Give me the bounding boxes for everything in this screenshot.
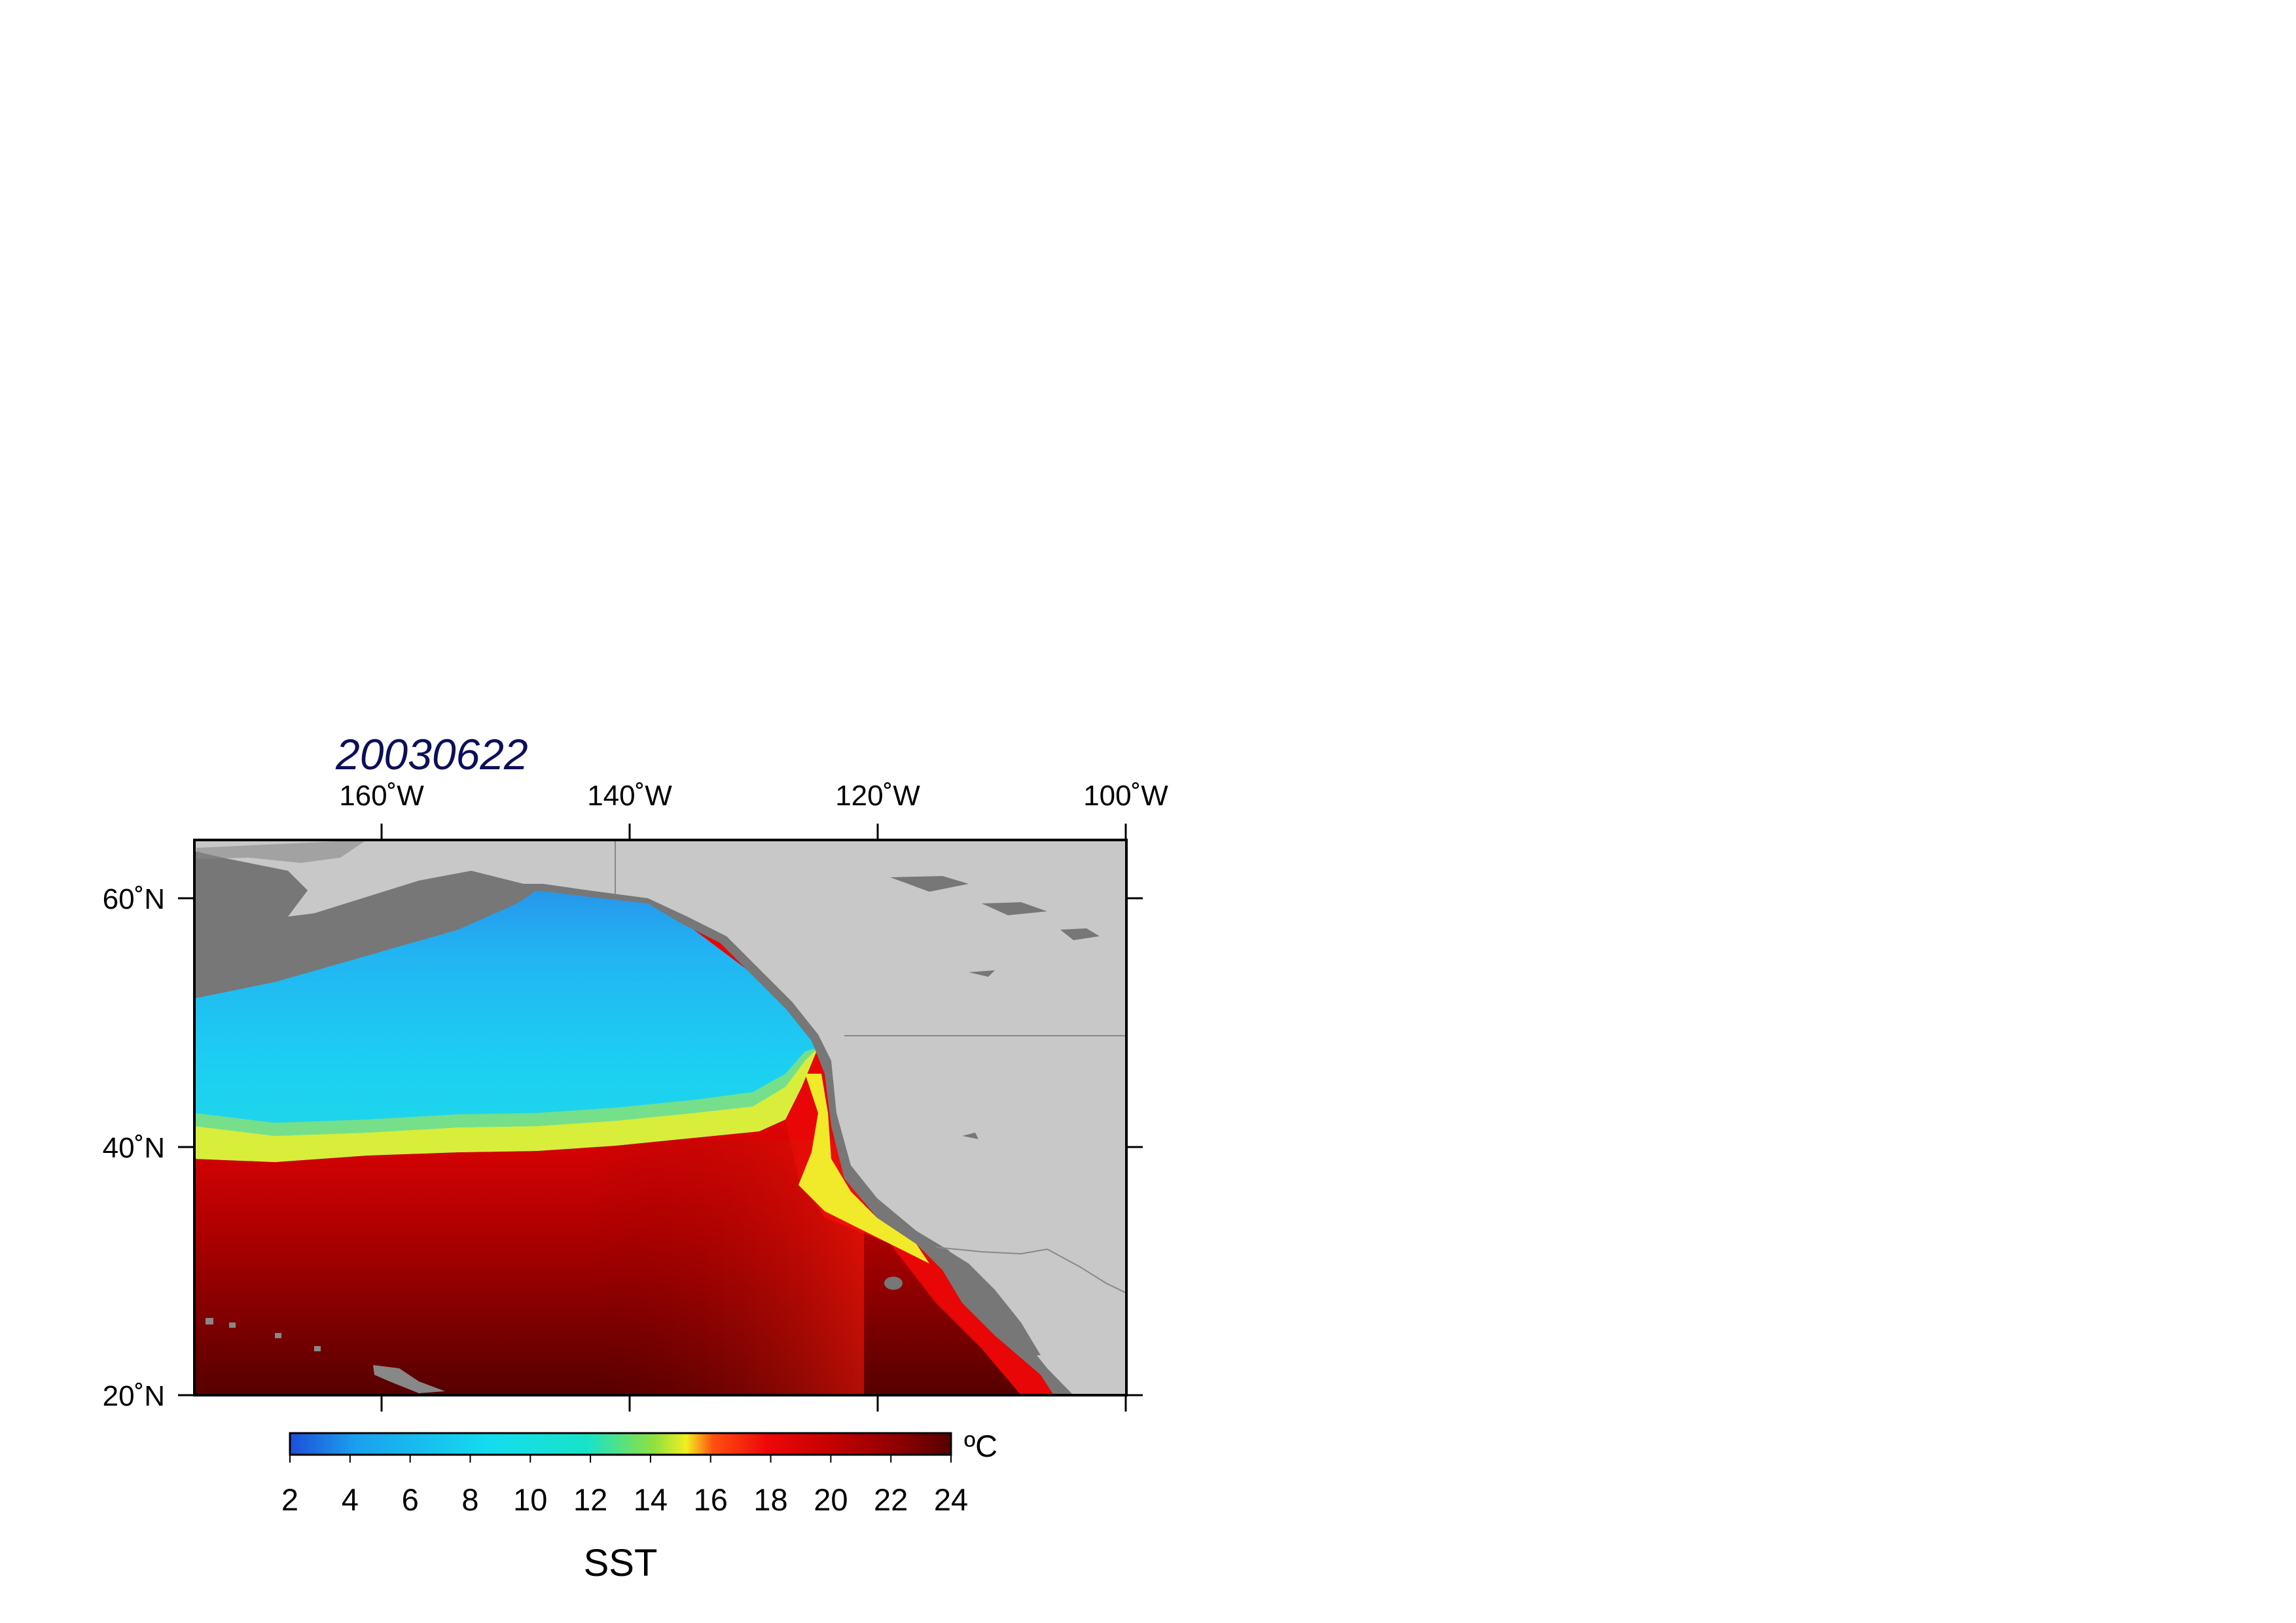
colorbar-unit: ºC [964, 1429, 997, 1463]
coastal-upwelling [798, 1074, 929, 1264]
colorbar-tick-label: 14 [634, 1482, 668, 1517]
sst-field [194, 840, 1126, 1395]
us-mexico-border [935, 1247, 1126, 1294]
lon-label-160w: 160˚W [339, 780, 424, 812]
colorbar-tick-label: 6 [402, 1482, 419, 1517]
colorbar-tick-label: 24 [934, 1482, 968, 1517]
colorbar-tick-label: 22 [874, 1482, 908, 1517]
colorbar-tick-label: 4 [342, 1482, 359, 1517]
lat-label-40n: 40˚N [103, 1132, 165, 1164]
land-mass [194, 840, 1126, 1395]
map-title: 20030622 [335, 730, 528, 778]
gulf-of-california [942, 1247, 1041, 1355]
colorbar-tick-label: 18 [753, 1482, 787, 1517]
colorbar [289, 1432, 952, 1456]
colorbar-tick-label: 20 [814, 1482, 848, 1517]
colorbar-ticks [289, 1455, 952, 1463]
colorbar-tick-label: 12 [573, 1482, 607, 1517]
colorbar-variable-label: SST [584, 1542, 658, 1584]
lon-label-120w: 120˚W [835, 780, 920, 812]
front-yellow-band [194, 1048, 818, 1162]
lon-label-100w: 100˚W [1083, 780, 1168, 812]
map-frame [193, 839, 1128, 1396]
colorbar-labels: 2 4 6 8 10 12 14 16 18 20 22 24 [281, 1482, 968, 1517]
colorbar-tick-label: 16 [694, 1482, 728, 1517]
colorbar-tick-label: 10 [513, 1482, 547, 1517]
lat-label-60n: 60˚N [103, 883, 165, 915]
lat-ticks [178, 897, 1143, 1396]
lat-label-20n: 20˚N [103, 1380, 165, 1412]
lon-ticks [380, 824, 1127, 1412]
colorbar-tick-label: 8 [461, 1482, 478, 1517]
lon-label-140w: 140˚W [587, 780, 672, 812]
colorbar-tick-label: 2 [281, 1482, 298, 1517]
